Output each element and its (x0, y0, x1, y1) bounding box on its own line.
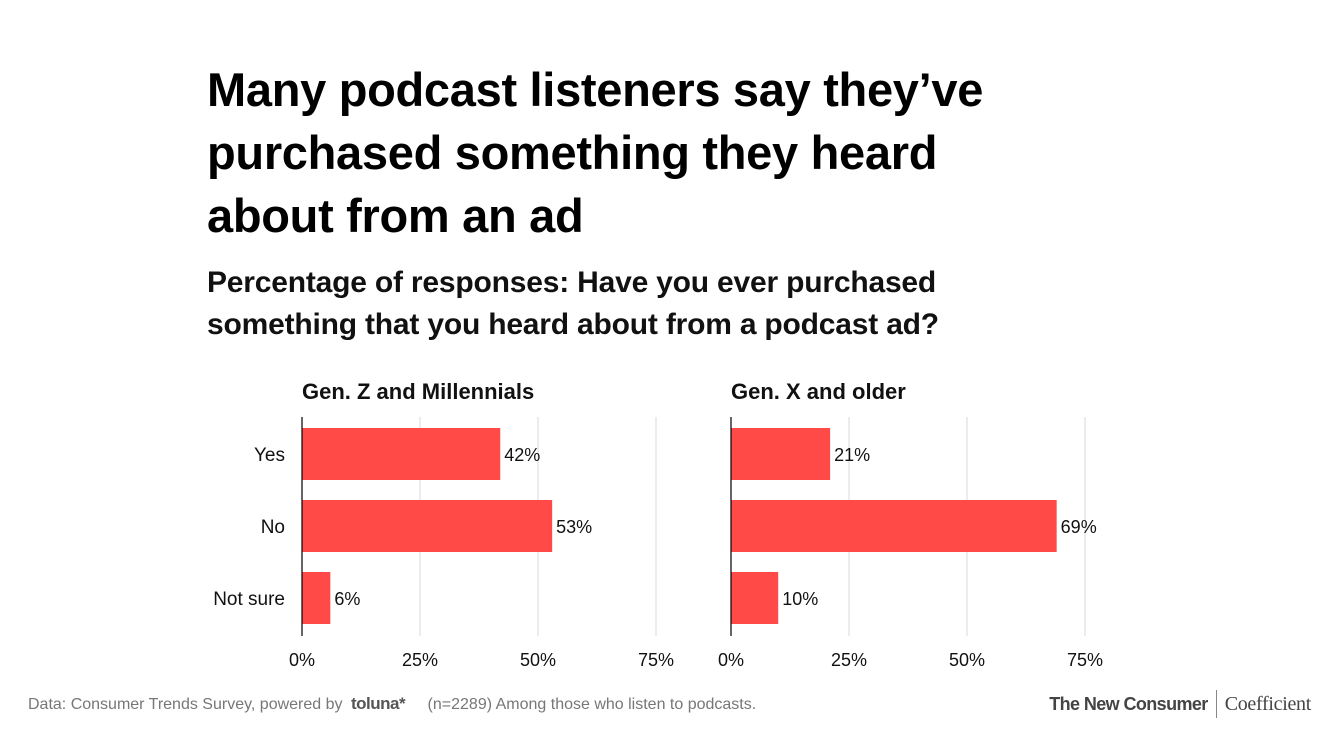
publisher-logos: The New Consumer Coefficient (1049, 690, 1311, 718)
x-tick-label: 0% (289, 650, 315, 670)
bar (731, 572, 779, 624)
chart-subtitle: Percentage of responses: Have you ever p… (207, 262, 1107, 346)
bar (731, 500, 1057, 552)
bar (731, 428, 831, 480)
bar (302, 572, 331, 624)
toluna-wordmark: toluna (350, 694, 400, 713)
data-label: 10% (782, 589, 818, 609)
data-label: 69% (1061, 517, 1097, 537)
x-tick-label: 50% (949, 650, 985, 670)
panel-title: Gen. Z and Millennials (302, 379, 534, 404)
toluna-logo: toluna* (350, 694, 406, 713)
panel-title: Gen. X and older (731, 379, 906, 404)
data-label: 53% (556, 517, 592, 537)
coefficient-logo: Coefficient (1224, 692, 1312, 715)
sample-note: (n=2289) Among those who listen to podca… (427, 696, 757, 713)
bar (302, 428, 501, 480)
x-tick-label: 0% (718, 650, 744, 670)
category-label: Yes (254, 445, 285, 466)
subtitle-line-2: something that you heard about from a po… (207, 308, 939, 341)
category-label: Not sure (213, 589, 285, 610)
x-tick-label: 25% (402, 650, 438, 670)
chart-title: Many podcast listeners say they’ve purch… (207, 58, 1107, 247)
toluna-star-icon: * (398, 694, 406, 713)
x-tick-label: 75% (1067, 650, 1103, 670)
footer-source: Data: Consumer Trends Survey, powered by… (28, 694, 756, 714)
bar (302, 500, 553, 552)
new-consumer-logo: The New Consumer (1049, 693, 1208, 714)
title-line-2: purchased something they heard (207, 126, 938, 179)
title-line-3: about from an ad (207, 189, 584, 242)
subtitle-line-1: Percentage of responses: Have you ever p… (207, 266, 937, 299)
logo-divider (1215, 690, 1217, 718)
category-label: No (261, 517, 285, 538)
x-tick-label: 25% (831, 650, 867, 670)
data-label: 6% (334, 589, 360, 609)
source-text: Data: Consumer Trends Survey, powered by (28, 696, 343, 713)
x-tick-label: 50% (520, 650, 556, 670)
x-tick-label: 75% (638, 650, 674, 670)
title-line-1: Many podcast listeners say they’ve (207, 63, 984, 116)
data-label: 42% (504, 445, 540, 465)
data-label: 21% (834, 445, 870, 465)
